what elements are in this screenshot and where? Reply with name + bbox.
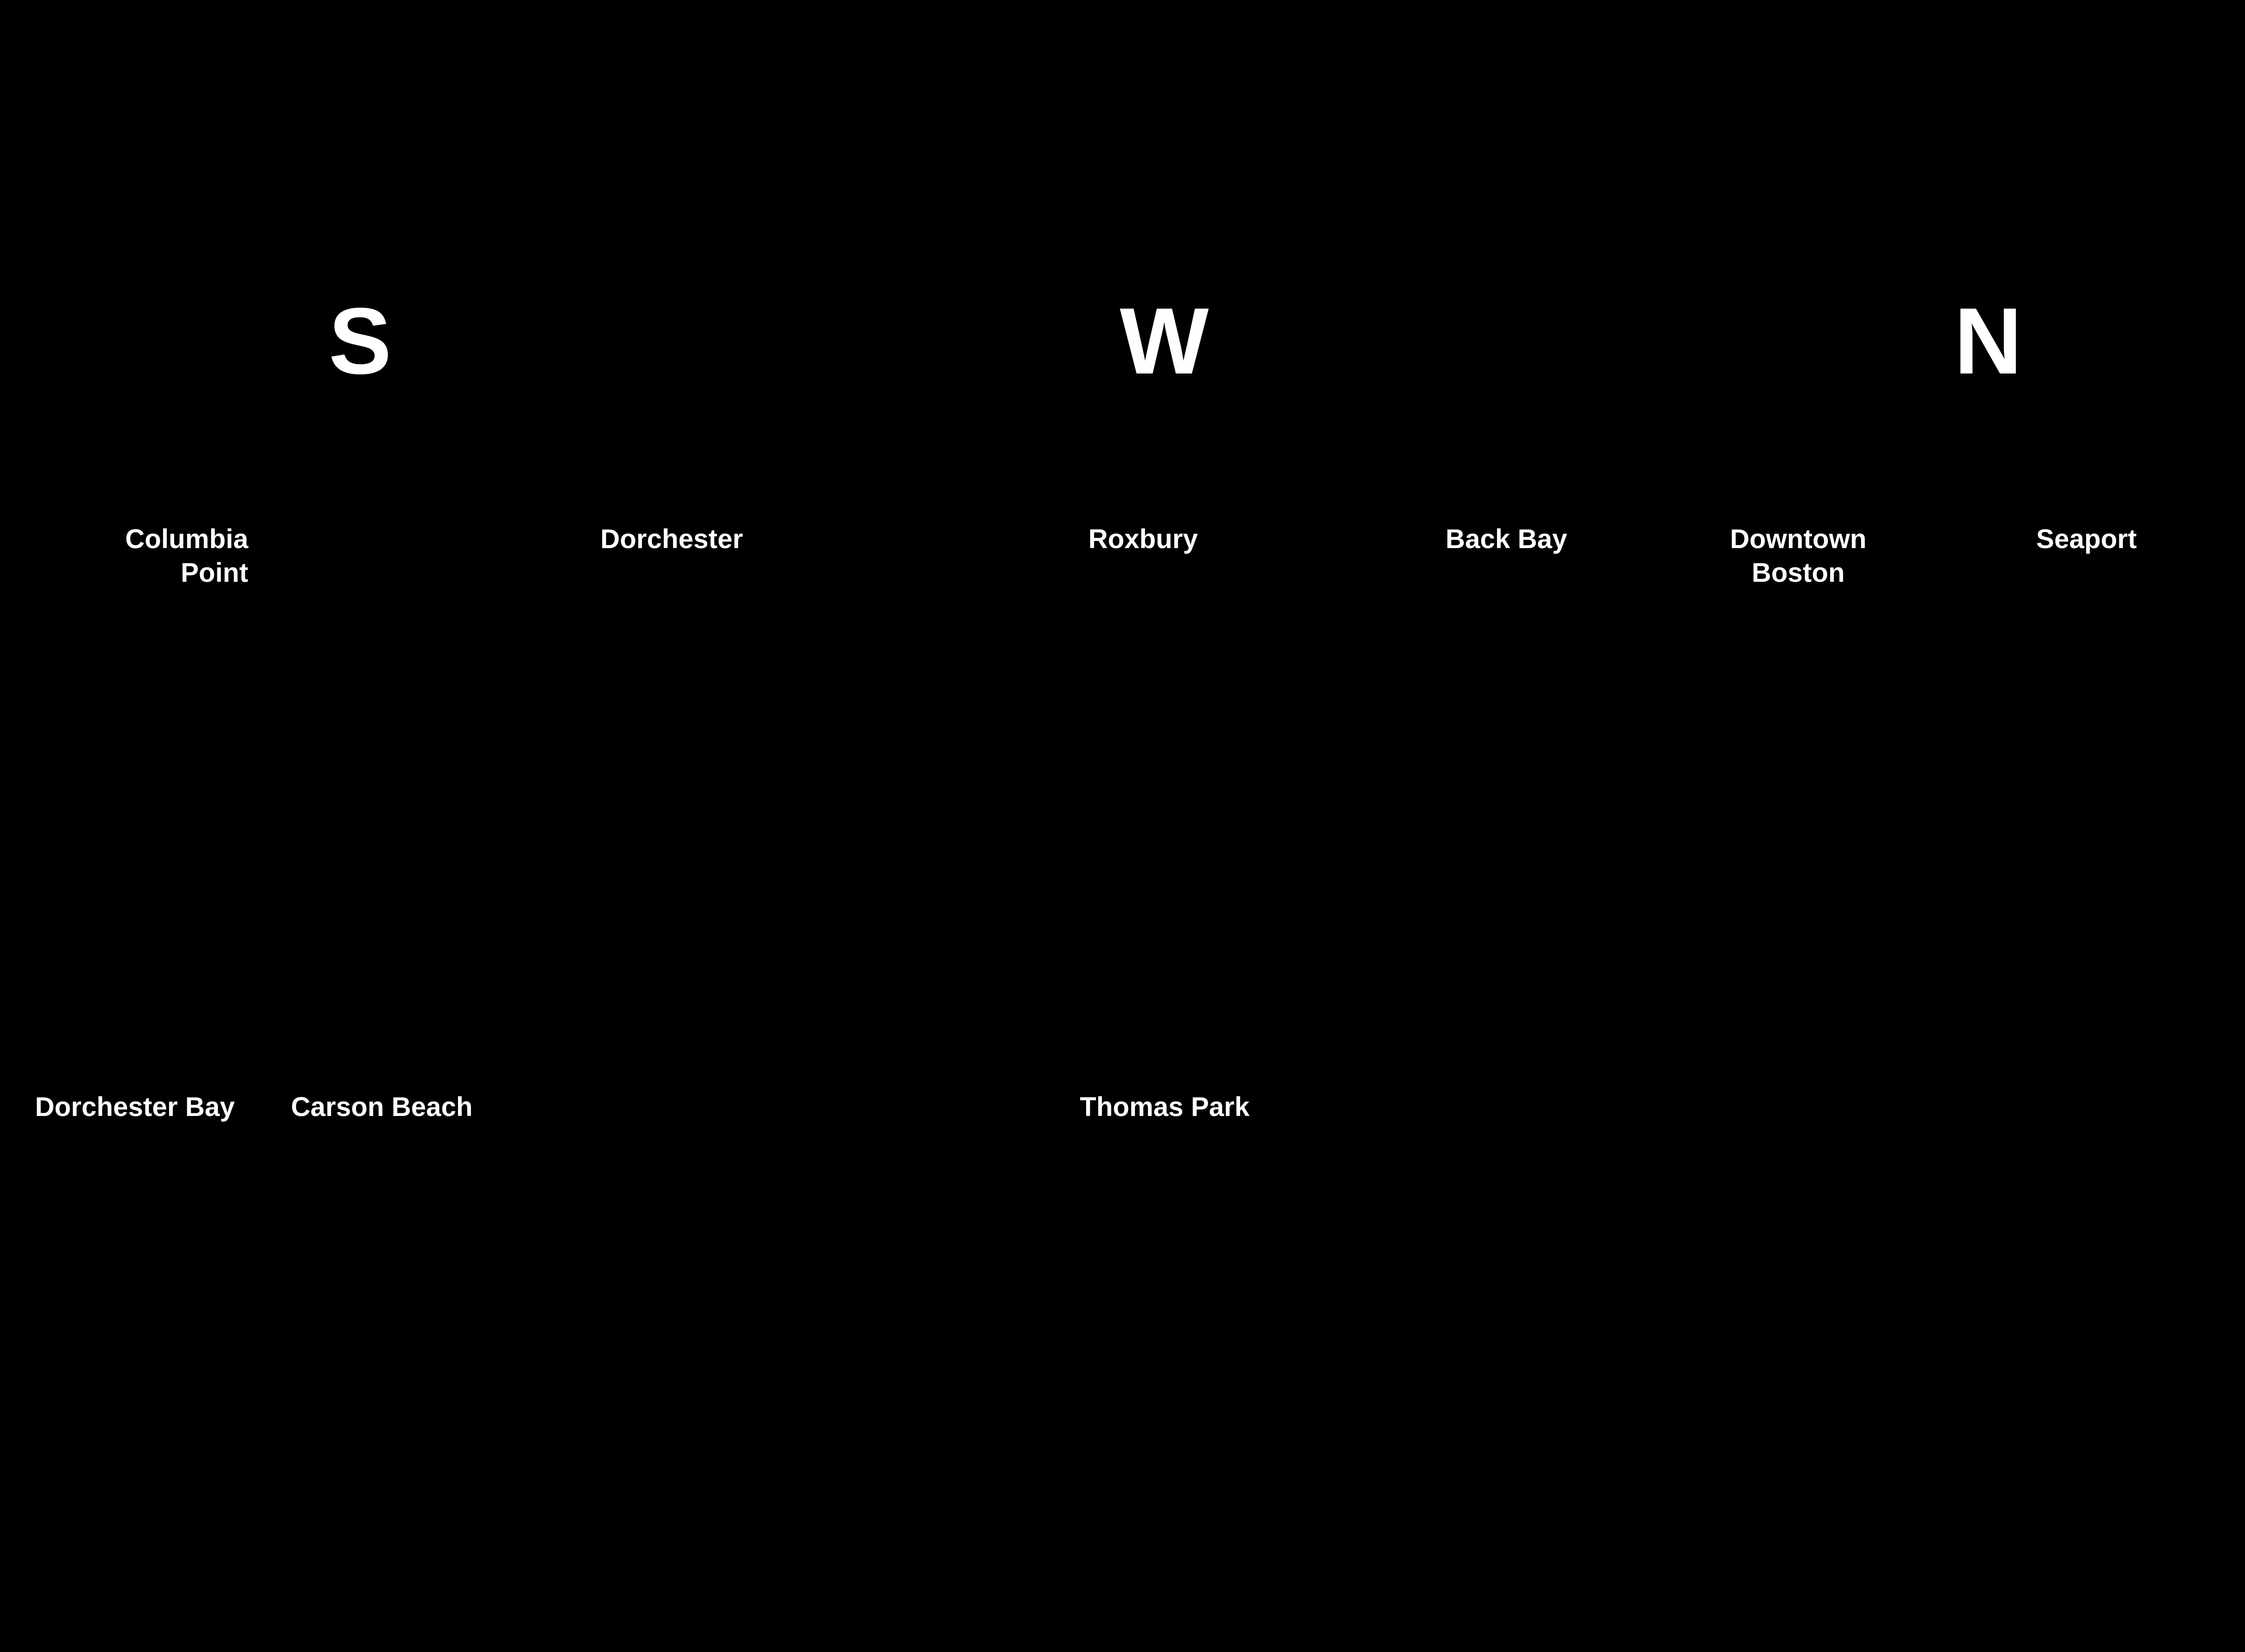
place-label-dorchester-bay[interactable]: Dorchester Bay xyxy=(35,1090,235,1124)
place-label-line: Thomas Park xyxy=(1080,1092,1250,1122)
compass-letter-s: S xyxy=(328,288,392,394)
place-label-line: Dorchester xyxy=(600,524,743,554)
compass-letter-n: N xyxy=(1954,288,2022,394)
place-label-line: Roxbury xyxy=(1088,524,1198,554)
place-label-downtown-boston[interactable]: Downtown Boston xyxy=(1730,522,1866,590)
place-label-line: Boston xyxy=(1752,558,1845,588)
place-label-line: Back Bay xyxy=(1445,524,1567,554)
place-label-line: Dorchester Bay xyxy=(35,1092,235,1122)
place-label-line: Columbia xyxy=(125,524,248,554)
place-label-line: Carson Beach xyxy=(291,1092,473,1122)
place-label-roxbury[interactable]: Roxbury xyxy=(1088,522,1198,556)
place-label-line: Point xyxy=(180,558,248,588)
place-label-seaport[interactable]: Seaport xyxy=(2036,522,2137,556)
place-label-line: Seaport xyxy=(2036,524,2137,554)
place-label-line: Downtown xyxy=(1730,524,1867,554)
place-label-back-bay[interactable]: Back Bay xyxy=(1446,522,1567,556)
place-label-columbia-point[interactable]: Columbia Point xyxy=(125,522,248,590)
place-label-dorchester[interactable]: Dorchester xyxy=(600,522,743,556)
place-label-thomas-park[interactable]: Thomas Park xyxy=(1080,1090,1250,1124)
place-label-carson-beach[interactable]: Carson Beach xyxy=(291,1090,473,1124)
compass-letter-w: W xyxy=(1119,288,1209,394)
